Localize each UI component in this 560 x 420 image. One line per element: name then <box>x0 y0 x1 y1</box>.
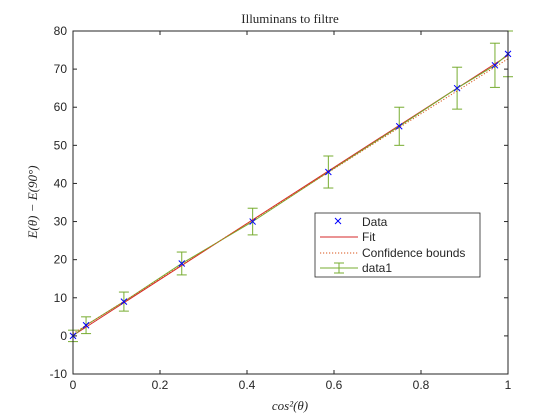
y-tick-label: 80 <box>54 24 68 38</box>
x-tick-label: 1 <box>505 378 512 392</box>
legend-box <box>314 212 481 278</box>
data-point-stroke-b <box>249 218 257 225</box>
x-tick-label: 0.2 <box>152 378 169 392</box>
data-point-stroke-b <box>178 260 186 267</box>
x-axis-label: cos²(θ) <box>272 398 308 413</box>
data-point-marker <box>395 122 403 130</box>
data-point-marker <box>249 218 257 225</box>
data-point-marker <box>324 168 332 176</box>
chart-title: Illuminans to filtre <box>241 11 339 26</box>
legend: Data Fit Confidence bounds data1 <box>314 212 481 278</box>
data-point-marker <box>491 61 499 69</box>
legend-label-confidence-bounds: Confidence bounds <box>362 246 465 260</box>
y-tick-label: 50 <box>54 138 68 152</box>
legend-sample-data <box>334 217 342 225</box>
legend-label-data1: data1 <box>362 261 392 275</box>
data-point-marker <box>120 298 128 305</box>
y-tick-label: 30 <box>54 215 68 229</box>
data-point-marker <box>453 84 461 92</box>
axes-box <box>72 30 509 375</box>
y-tick-label: 10 <box>54 291 68 305</box>
legend-label-fit: Fit <box>362 230 376 244</box>
data-point-marker <box>178 260 186 267</box>
data-point-stroke-b <box>491 61 499 69</box>
legend-sample-errorbar <box>320 262 358 274</box>
y-tick-label: 70 <box>54 62 68 76</box>
y-tick-label: 0 <box>60 329 67 343</box>
y-tick-label: 20 <box>54 253 68 267</box>
y-tick-label: 40 <box>54 176 68 190</box>
data-point-stroke-b <box>82 321 90 329</box>
legend-label-data: Data <box>362 215 388 229</box>
data-point-stroke-b <box>395 122 403 130</box>
x-tick-label: 0.4 <box>239 378 256 392</box>
data-point-marker <box>82 321 90 329</box>
y-tick-label: -10 <box>50 367 68 381</box>
plot-data-layer <box>68 30 513 343</box>
x-tick-label: 0.6 <box>326 378 343 392</box>
y-axis-label: E(θ) − E(90°) <box>25 165 40 239</box>
errorbar-series-line <box>72 53 509 337</box>
data-point-stroke-b <box>453 84 461 92</box>
data-point-stroke-b <box>120 298 128 305</box>
x-tick-label: 0 <box>70 378 77 392</box>
x-tick-label: 0.8 <box>413 378 430 392</box>
y-tick-label: 60 <box>54 100 68 114</box>
data-point-stroke-b <box>324 168 332 176</box>
